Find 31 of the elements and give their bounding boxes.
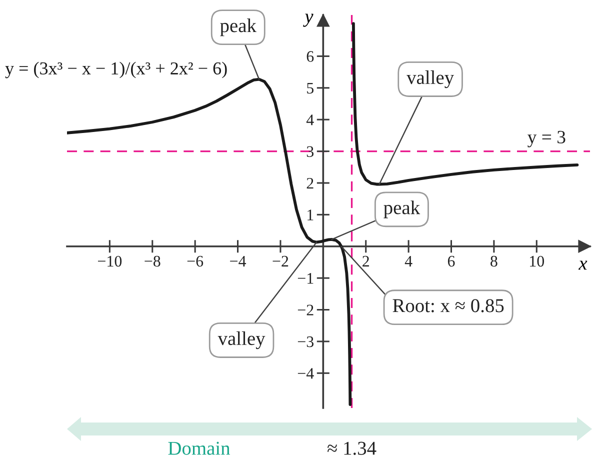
x-tick-label: −4 (230, 256, 246, 266)
series-label: y = (3x³ − x − 1)/(x³ + 2x² − 6) (5, 62, 227, 78)
x-tick-label: 6 (448, 256, 455, 267)
y-tick-label: −4 (298, 368, 314, 379)
y-tick-label: 3 (306, 146, 314, 157)
y-tick-label: 6 (306, 51, 314, 62)
x-tick-label: 4 (404, 256, 412, 266)
annotation: valley (406, 70, 454, 88)
x-tick-label: 2 (362, 256, 369, 266)
x-tick-label: 10 (530, 256, 544, 267)
ref-line-label: y = 3 (528, 130, 566, 148)
annotation: valley (218, 331, 266, 350)
y-tick-label: 4 (306, 114, 314, 126)
y-tick-label: −1 (298, 273, 314, 284)
text: Domain (168, 442, 230, 455)
x-tick-label: −6 (187, 256, 204, 267)
x-tick-label: −8 (144, 256, 160, 267)
y-tick-label: 1 (308, 210, 314, 220)
x-tick-label: 8 (490, 256, 498, 267)
y-tick-label: −3 (298, 336, 314, 348)
y-tick-label: 2 (306, 178, 314, 189)
annotation: Root: x ≈ 0.85 (392, 299, 504, 312)
y-axis-title: y (303, 14, 314, 27)
annotation: peak (220, 18, 256, 36)
ref-line-label: ≈ 1.34 (328, 442, 376, 455)
x-tick-label: −10 (98, 256, 122, 267)
y-tick-label: −2 (298, 304, 314, 316)
annotation: peak (384, 200, 420, 218)
x-axis-title: x (578, 260, 588, 270)
y-tick-label: 5 (307, 82, 314, 94)
x-tick-label: −2 (272, 256, 288, 266)
